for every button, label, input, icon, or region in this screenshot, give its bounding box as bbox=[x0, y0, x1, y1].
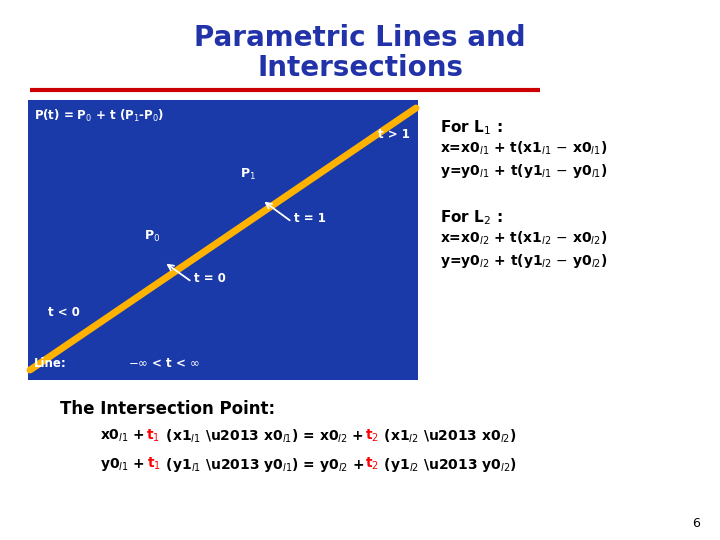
Text: x=x0$_{l1}$ + t(x1$_{l1}$ $-$ x0$_{l1}$): x=x0$_{l1}$ + t(x1$_{l1}$ $-$ x0$_{l1}$) bbox=[440, 140, 607, 157]
Text: t$_2$: t$_2$ bbox=[366, 456, 379, 472]
Text: (x1$_{l2}$ \u2013 x0$_{l2}$): (x1$_{l2}$ \u2013 x0$_{l2}$) bbox=[379, 428, 517, 446]
Text: t < 0: t < 0 bbox=[48, 306, 80, 319]
Text: $-\infty$ < t < $\infty$: $-\infty$ < t < $\infty$ bbox=[128, 357, 200, 370]
Text: t = 0: t = 0 bbox=[194, 272, 226, 285]
Text: y=y0$_{l2}$ + t(y1$_{l2}$ $-$ y0$_{l2}$): y=y0$_{l2}$ + t(y1$_{l2}$ $-$ y0$_{l2}$) bbox=[440, 252, 608, 270]
Text: t$_2$: t$_2$ bbox=[365, 428, 379, 444]
Bar bbox=[28, 100, 418, 380]
Text: P$_1$: P$_1$ bbox=[240, 167, 256, 182]
Text: (y1$_{l2}$ \u2013 y0$_{l2}$): (y1$_{l2}$ \u2013 y0$_{l2}$) bbox=[379, 456, 517, 474]
Text: t > 1: t > 1 bbox=[378, 128, 410, 141]
Text: t = 1: t = 1 bbox=[294, 212, 326, 225]
Text: t$_1$: t$_1$ bbox=[146, 428, 161, 444]
Text: The Intersection Point:: The Intersection Point: bbox=[60, 400, 275, 418]
Text: y=y0$_{l1}$ + t(y1$_{l1}$ $-$ y0$_{l1}$): y=y0$_{l1}$ + t(y1$_{l1}$ $-$ y0$_{l1}$) bbox=[440, 162, 608, 180]
Text: (x1$_{l1}$ \u2013 x0$_{l1}$) = x0$_{l2}$ +: (x1$_{l1}$ \u2013 x0$_{l1}$) = x0$_{l2}$… bbox=[161, 428, 365, 446]
Text: t$_1$: t$_1$ bbox=[147, 456, 161, 472]
Text: x0$_{l1}$ +: x0$_{l1}$ + bbox=[100, 428, 146, 444]
Text: Parametric Lines and: Parametric Lines and bbox=[194, 24, 526, 52]
Text: For L$_2$ :: For L$_2$ : bbox=[440, 208, 503, 227]
Text: 6: 6 bbox=[692, 517, 700, 530]
Text: For L$_1$ :: For L$_1$ : bbox=[440, 118, 503, 137]
Text: P(t) = P$_0$ + t (P$_1$-P$_0$): P(t) = P$_0$ + t (P$_1$-P$_0$) bbox=[34, 108, 164, 124]
Text: (y1$_{l1}$ \u2013 y0$_{l1}$) = y0$_{l2}$ +: (y1$_{l1}$ \u2013 y0$_{l1}$) = y0$_{l2}$… bbox=[161, 456, 366, 474]
Text: Intersections: Intersections bbox=[257, 54, 463, 82]
Text: y0$_{l1}$ +: y0$_{l1}$ + bbox=[100, 456, 147, 473]
Text: P$_0$: P$_0$ bbox=[144, 229, 160, 244]
Text: Line:: Line: bbox=[34, 357, 67, 370]
Text: x=x0$_{l2}$ + t(x1$_{l2}$ $-$ x0$_{l2}$): x=x0$_{l2}$ + t(x1$_{l2}$ $-$ x0$_{l2}$) bbox=[440, 230, 607, 247]
